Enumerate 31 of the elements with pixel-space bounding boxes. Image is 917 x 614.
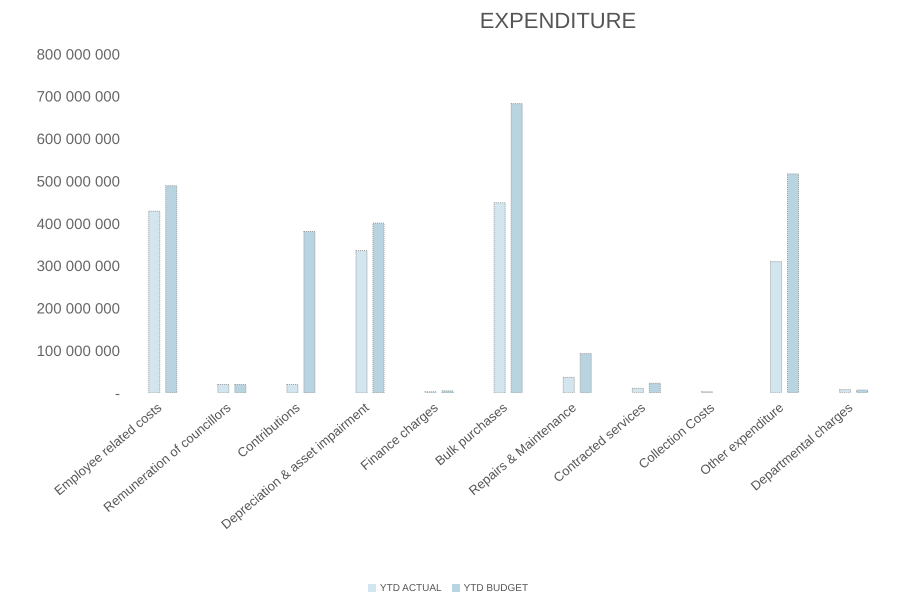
bar (632, 388, 644, 393)
bar (234, 384, 246, 393)
bar (165, 185, 178, 393)
y-tick-label: 400 000 000 (36, 216, 120, 233)
chart-title: EXPENDITURE (478, 8, 638, 35)
legend-label: YTD BUDGET (464, 583, 528, 594)
bar (648, 382, 661, 393)
y-tick-label: 700 000 000 (36, 88, 120, 106)
bar (770, 261, 782, 393)
bar (494, 202, 506, 393)
bar (217, 384, 230, 393)
bar (356, 250, 368, 393)
bar (303, 231, 316, 393)
bar (372, 222, 384, 393)
y-tick-label: 100 000 000 (36, 342, 120, 360)
legend-label: YTD ACTUAL (380, 583, 442, 594)
bar (580, 353, 592, 393)
y-tick-label: 500 000 000 (36, 173, 120, 190)
bar (510, 103, 523, 393)
y-tick-label: 200 000 000 (36, 300, 120, 318)
bar (787, 173, 800, 393)
y-tick-label: - (115, 385, 120, 402)
y-tick-label: 300 000 000 (36, 258, 120, 276)
bar (442, 390, 454, 393)
y-tick-label: 600 000 000 (36, 131, 120, 148)
bar (148, 210, 160, 393)
bar (562, 376, 575, 393)
bar (856, 390, 868, 393)
y-tick-label: 800 000 000 (36, 46, 120, 64)
bar (286, 384, 298, 393)
bar (839, 389, 852, 393)
